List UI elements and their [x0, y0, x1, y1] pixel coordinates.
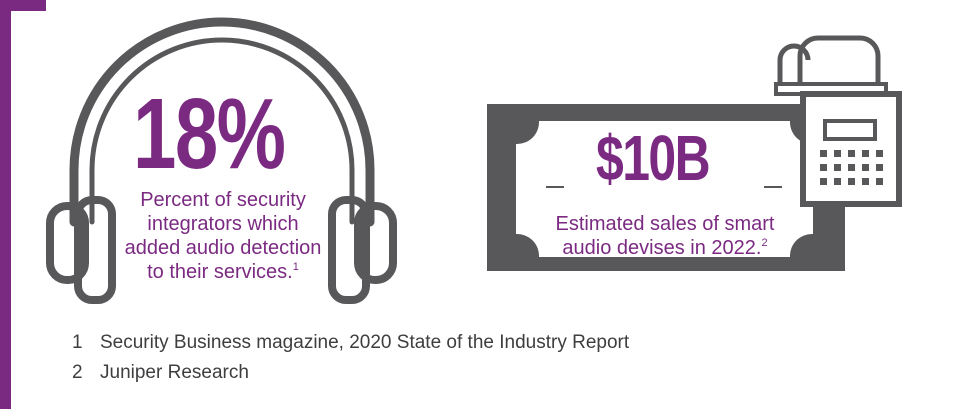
- caption-line: Percent of security: [140, 189, 306, 211]
- footnote-number: 1: [72, 332, 83, 353]
- accent-bracket-vertical: [0, 0, 11, 409]
- accent-bracket-horizontal: [0, 0, 46, 11]
- caption-line: to their services.1: [147, 261, 299, 283]
- footnote-number: 2: [72, 362, 83, 383]
- caption-line: integrators which: [147, 213, 299, 235]
- footnote-row: 2 Juniper Research: [72, 358, 629, 388]
- footnote-text: Security Business magazine, 2020 State o…: [100, 332, 630, 353]
- caption-line: added audio detection: [124, 237, 322, 259]
- footnotes: 1 Security Business magazine, 2020 State…: [72, 328, 629, 388]
- value-dash-right: [764, 186, 782, 188]
- footnote-text: Juniper Research: [100, 362, 249, 383]
- footnote-ref: 2: [761, 237, 768, 249]
- stat-sales-value: $10B: [596, 122, 711, 194]
- footnote-row: 1 Security Business magazine, 2020 State…: [72, 328, 629, 358]
- stat-percent-value: 18%: [133, 78, 286, 190]
- stat-percent-caption: Percent of security integrators which ad…: [108, 188, 338, 284]
- stat-sales-caption: Estimated sales of smart audio devises i…: [540, 212, 790, 260]
- value-dash-left: [546, 186, 564, 188]
- caption-line: audio devises in 2022.2: [562, 237, 768, 259]
- footnote-ref: 1: [292, 261, 299, 273]
- caption-line: Estimated sales of smart: [555, 213, 775, 235]
